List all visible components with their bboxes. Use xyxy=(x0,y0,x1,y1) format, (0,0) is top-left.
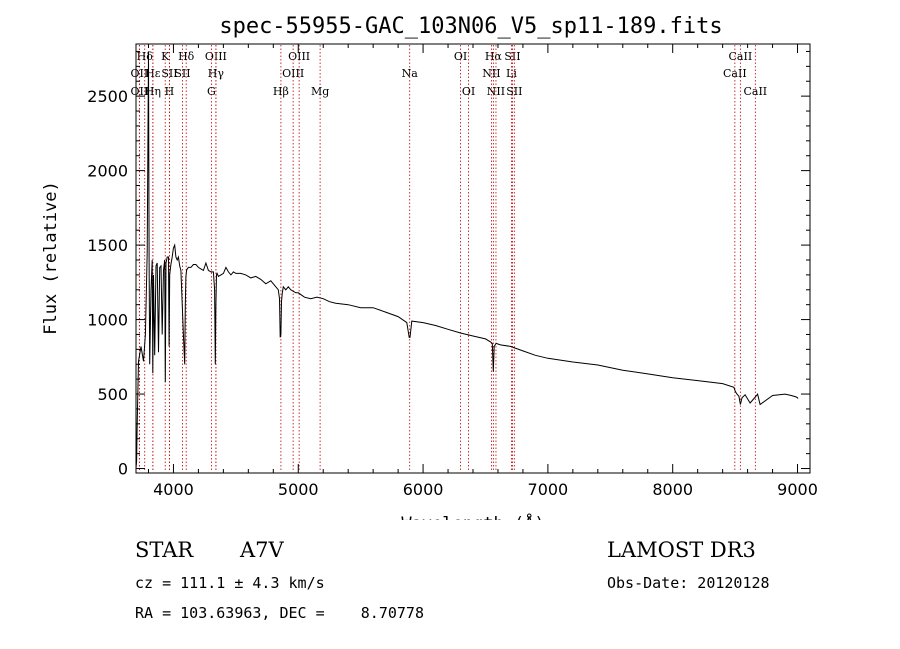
x-tick-label: 4000 xyxy=(153,480,194,499)
emission-line-label: Hγ xyxy=(208,67,225,80)
x-tick-label: 9000 xyxy=(777,480,818,499)
emission-line-label: Li xyxy=(506,67,517,80)
x-tick-label: 5000 xyxy=(278,480,319,499)
spectrum-line xyxy=(135,51,799,469)
emission-line-label: Hδ xyxy=(178,50,195,63)
emission-line-label: Hα xyxy=(485,50,503,63)
emission-line-label: G xyxy=(207,85,216,98)
observation-date: Obs-Date: 20120128 xyxy=(607,574,770,592)
emission-line-label: CaII xyxy=(723,67,747,80)
emission-line-label: NII xyxy=(482,67,500,80)
emission-line-label: Hη xyxy=(145,85,161,98)
emission-line-label: Mg xyxy=(311,85,329,98)
emission-line-label: OI xyxy=(462,85,475,98)
emission-line-label: CaII xyxy=(729,50,753,63)
emission-line-label: SII xyxy=(504,50,520,63)
emission-line-label: K xyxy=(161,50,170,63)
y-tick-label: 2000 xyxy=(87,162,128,181)
y-axis-ticks: 0 500 1000 1500 2000 2500 xyxy=(87,50,810,479)
y-tick-label: 0 xyxy=(118,460,128,479)
emission-line-label: OII xyxy=(131,85,149,98)
y-tick-label: 1500 xyxy=(87,236,128,255)
y-axis-label: Flux (relative) xyxy=(41,181,61,335)
x-axis-label: Wavelength (Å) xyxy=(401,512,544,520)
x-tick-label: 8000 xyxy=(652,480,693,499)
emission-line-label: Hδ xyxy=(137,50,154,63)
spectrum-chart: spec-55955-GAC_103N06_V5_sp11-189.fits H… xyxy=(41,14,818,520)
emission-line-label: OIII xyxy=(282,67,304,80)
emission-line-label: NII xyxy=(487,85,505,98)
survey-name: LAMOST DR3 xyxy=(607,538,756,562)
emission-line-label: OIII xyxy=(288,50,310,63)
y-tick-label: 2500 xyxy=(87,87,128,106)
object-subclass: A7V xyxy=(240,538,284,562)
redshift-cz: cz = 111.1 ± 4.3 km/s xyxy=(135,574,325,592)
emission-line-label: SII xyxy=(174,67,190,80)
y-tick-label: 1000 xyxy=(87,311,128,330)
y-tick-label: 500 xyxy=(97,385,128,404)
plot-frame xyxy=(135,43,811,474)
x-axis-ticks: 4000 5000 6000 7000 8000 9000 xyxy=(147,44,818,499)
emission-line-label: OI xyxy=(454,50,467,63)
x-tick-label: 7000 xyxy=(528,480,569,499)
emission-line-label: CaII xyxy=(743,85,767,98)
chart-title: spec-55955-GAC_103N06_V5_sp11-189.fits xyxy=(219,14,722,39)
object-class: STAR xyxy=(135,538,194,562)
coordinates: RA = 103.63963, DEC = 8.70778 xyxy=(135,604,424,622)
emission-line-label: SII xyxy=(506,85,522,98)
x-tick-label: 6000 xyxy=(403,480,444,499)
emission-line-label: H xyxy=(165,85,175,98)
emission-line-label: Na xyxy=(402,67,419,80)
emission-line-label: Hβ xyxy=(273,85,289,98)
